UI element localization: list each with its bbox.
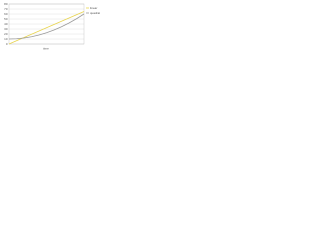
- y-tick-label: 50: [4, 17, 8, 21]
- y-tick-label: 10: [4, 37, 8, 41]
- x-axis-label: time: [43, 46, 49, 50]
- plot-frame: [8, 3, 85, 45]
- y-tick-label: 30: [4, 27, 8, 31]
- y-tick-label: 60: [4, 12, 8, 16]
- y-tick-label: 80: [4, 2, 8, 6]
- y-tick-label: 70: [4, 7, 8, 11]
- series-line: [8, 13, 85, 40]
- y-tick-label: 0: [6, 42, 8, 46]
- y-tick-label: 20: [4, 32, 8, 36]
- y-tick-label: 40: [4, 22, 8, 26]
- legend-label: linear: [90, 6, 97, 10]
- legend-label: quadratic: [90, 11, 100, 15]
